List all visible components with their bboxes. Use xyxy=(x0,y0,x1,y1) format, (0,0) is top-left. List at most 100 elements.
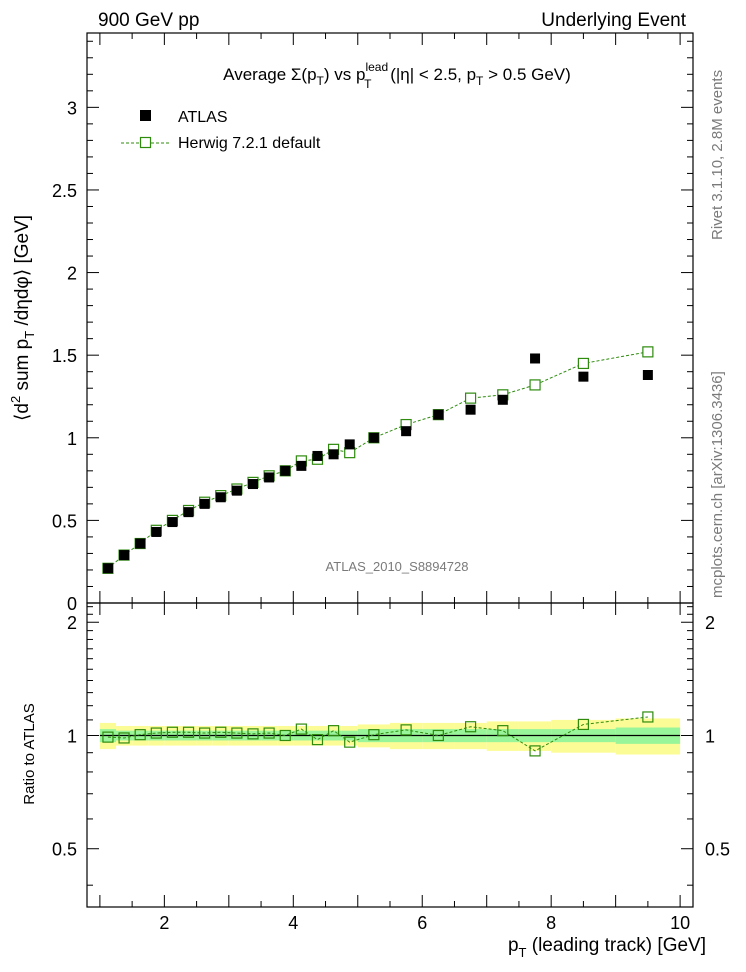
title-part-b-sup: lead xyxy=(365,60,388,74)
ratio-herwig-point xyxy=(182,726,195,738)
ratio-herwig-point xyxy=(215,726,227,738)
atlas-point xyxy=(231,485,242,496)
title-part-a: Average Σ(p xyxy=(223,65,316,84)
ratio-herwig-point xyxy=(497,725,509,737)
ratio-herwig-point xyxy=(529,745,541,757)
xtick-label: 6 xyxy=(417,913,427,933)
herwig-line xyxy=(107,351,648,569)
ylabel-b: sum p xyxy=(12,339,33,396)
ratio-ytick-label: 1 xyxy=(67,726,77,746)
ratio-ytick-label-right: 1 xyxy=(705,726,715,746)
side-text-bottom: mcplots.cern.ch [arXiv:1306.3436] xyxy=(709,371,726,598)
side-text-top: Rivet 3.1.10, 2.8M events xyxy=(709,70,726,240)
x-axis-label: pT (leading track) [GeV] xyxy=(508,935,706,960)
analysis-tag: ATLAS_2010_S8894728 xyxy=(326,559,469,574)
atlas-point xyxy=(578,371,589,382)
header-left: 900 GeV pp xyxy=(98,10,199,31)
xlabel-a: p xyxy=(508,935,519,956)
ratio-ytick-label-right: 2 xyxy=(705,613,715,633)
ratio-ytick-label: 2 xyxy=(67,613,77,633)
ratio-herwig-point xyxy=(231,727,243,739)
xtick-label: 8 xyxy=(546,913,556,933)
ratio-data-marks xyxy=(102,711,654,757)
ratio-ytick-label: 0.5 xyxy=(52,840,77,860)
atlas-point xyxy=(344,439,355,450)
atlas-point xyxy=(642,370,653,380)
atlas-point xyxy=(530,353,541,364)
atlas-point xyxy=(264,472,275,483)
ratio-herwig-point xyxy=(134,729,146,741)
ratio-herwig-point xyxy=(327,725,340,737)
main-ytick-label: 0 xyxy=(67,594,77,614)
xlabel-a-sub: T xyxy=(519,945,527,960)
atlas-point xyxy=(312,450,323,461)
main-y-axis-label: ⟨d2 sum pT /dηdφ⟩ [GeV] xyxy=(8,215,37,421)
atlas-point xyxy=(102,563,113,574)
ratio-herwig-point xyxy=(464,721,477,733)
main-ytick-label: 1 xyxy=(67,429,77,449)
atlas-point xyxy=(401,426,412,437)
xtick-label: 10 xyxy=(670,913,690,933)
main-ytick-label: 3 xyxy=(67,98,77,118)
ratio-herwig-point xyxy=(344,736,356,748)
title-part-c-sub: T xyxy=(476,74,484,88)
ratio-herwig-point xyxy=(166,726,179,738)
main-ytick-label: 1.5 xyxy=(52,346,77,366)
atlas-point xyxy=(465,404,476,415)
legend-herwig-marker xyxy=(139,136,152,149)
ratio-herwig-point xyxy=(400,724,412,736)
herwig-point xyxy=(642,346,654,358)
atlas-point xyxy=(280,465,291,476)
ratio-frame xyxy=(86,602,694,908)
ylabel-b-sub: T xyxy=(22,331,37,339)
main-ytick-label: 2 xyxy=(67,264,77,284)
legend-atlas-marker xyxy=(140,110,151,121)
herwig-point xyxy=(464,392,477,404)
atlas-point xyxy=(215,492,226,503)
ratio-herwig-point xyxy=(432,729,444,742)
xtick-label: 2 xyxy=(159,913,169,933)
atlas-point xyxy=(248,479,259,490)
legend-herwig-label: Herwig 7.2.1 default xyxy=(178,135,321,152)
atlas-point xyxy=(328,449,339,460)
atlas-point xyxy=(167,517,178,528)
ratio-ytick-label-right: 0.5 xyxy=(705,840,730,860)
ratio-herwig-point xyxy=(279,729,291,742)
ratio-tick-marks: 0.5 0.5 1 1 2 2 2 4 6 8 10 xyxy=(52,603,730,933)
atlas-point xyxy=(497,394,508,405)
herwig-point xyxy=(529,379,541,391)
title-part-a-sub: T xyxy=(317,74,325,88)
legend-atlas-label: ATLAS xyxy=(178,109,228,126)
ylabel-c: /dηdφ⟩ [GeV] xyxy=(12,215,33,331)
atlas-point xyxy=(296,460,307,471)
main-tick-marks: 0 0.5 1 1.5 2 2.5 3 xyxy=(52,33,693,614)
atlas-point xyxy=(199,498,210,509)
ratio-herwig-point xyxy=(295,723,307,735)
atlas-point xyxy=(183,507,194,518)
ratio-herwig-point xyxy=(150,727,162,739)
ratio-herwig-point xyxy=(642,711,654,723)
ratio-herwig-point xyxy=(368,729,380,741)
ratio-herwig-point xyxy=(118,732,130,744)
ratio-herwig-point xyxy=(102,731,114,743)
ratio-herwig-point xyxy=(199,727,211,739)
title-part-b: ) vs p xyxy=(324,65,366,84)
ratio-herwig-point xyxy=(577,718,590,731)
title-part-b-sub: T xyxy=(364,77,372,91)
ylabel-a-sup: 2 xyxy=(8,396,23,403)
atlas-point xyxy=(119,550,130,561)
xlabel-b: (leading track) [GeV] xyxy=(526,935,706,956)
atlas-point xyxy=(368,432,379,443)
main-panel: 00.511.522.53 Average Σ(pT) vs plead T (|… xyxy=(8,32,694,614)
ratio-herwig-point xyxy=(311,734,324,746)
legend: ATLAS Herwig 7.2.1 default xyxy=(121,109,321,152)
xtick-label: 4 xyxy=(288,913,298,933)
title-part-c: (|η| < 2.5, p xyxy=(385,65,476,84)
main-ytick-label: 0.5 xyxy=(52,511,77,531)
main-title: Average Σ(pT) vs plead T (|η| < 2.5, pT >… xyxy=(223,60,571,91)
ratio-y-axis-label: Ratio to ATLAS xyxy=(21,703,38,804)
ratio-panel: 0.5 0.5 1 1 2 2 2 4 6 8 10 Ratio to ATLAS pT (lead… xyxy=(21,602,730,960)
ratio-herwig-point xyxy=(263,727,275,739)
title-part-d: > 0.5 GeV) xyxy=(483,65,570,84)
